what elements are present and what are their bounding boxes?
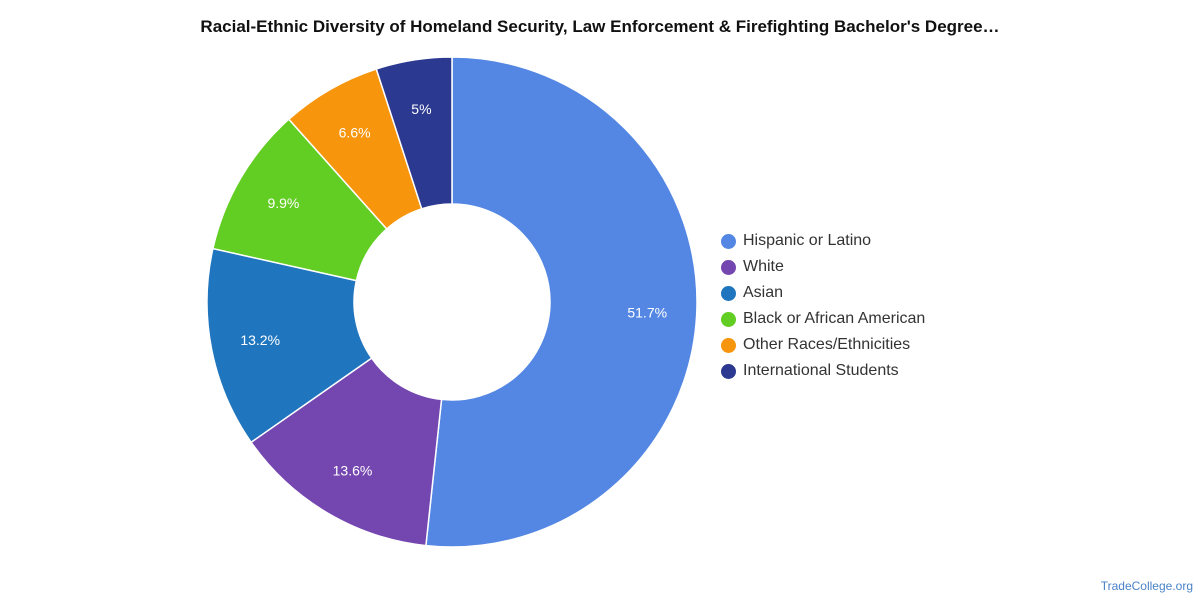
legend-item[interactable]: Hispanic or Latino (721, 228, 925, 254)
slice-value-label: 5% (411, 101, 431, 117)
legend-label: International Students (743, 362, 899, 379)
slice-value-label: 6.6% (339, 124, 371, 140)
slice-hispanic-or-latino[interactable] (425, 56, 698, 548)
slice-international-students[interactable] (375, 56, 453, 210)
slice-asian[interactable] (206, 247, 373, 444)
legend-item[interactable]: Asian (721, 280, 925, 306)
legend: Hispanic or Latino White Asian Black or Afr… (721, 228, 925, 384)
legend-swatch (721, 285, 736, 301)
legend-label: Other Races/Ethnicities (743, 336, 911, 353)
slice-white[interactable] (250, 357, 443, 547)
legend-item[interactable]: Other Races/Ethnicities (721, 332, 925, 358)
legend-label: White (743, 258, 784, 275)
legend-swatch (721, 311, 736, 327)
chart-title: Racial-Ethnic Diversity of Homeland Secu… (200, 17, 1000, 36)
legend-item[interactable]: International Students (721, 358, 925, 384)
slice-value-label: 13.6% (333, 462, 373, 478)
legend-label: Asian (743, 284, 784, 301)
legend-swatch (721, 259, 736, 275)
legend-label: Black or African American (743, 310, 926, 327)
slice-value-label: 51.7% (627, 304, 667, 320)
legend-swatch (721, 337, 736, 353)
legend-label: Hispanic or Latino (743, 232, 872, 249)
legend-swatch (721, 363, 736, 379)
slice-value-label: 9.9% (267, 195, 299, 211)
slice-value-label: 13.2% (240, 332, 280, 348)
legend-item[interactable]: White (721, 254, 925, 280)
legend-swatch (721, 233, 736, 249)
donut-chart: 51.7% 13.6% 13.2% 9.9% 6.6% 5% (206, 56, 698, 548)
legend-item[interactable]: Black or African American (721, 306, 925, 332)
source-credit[interactable]: TradeCollege.org (1100, 579, 1193, 593)
